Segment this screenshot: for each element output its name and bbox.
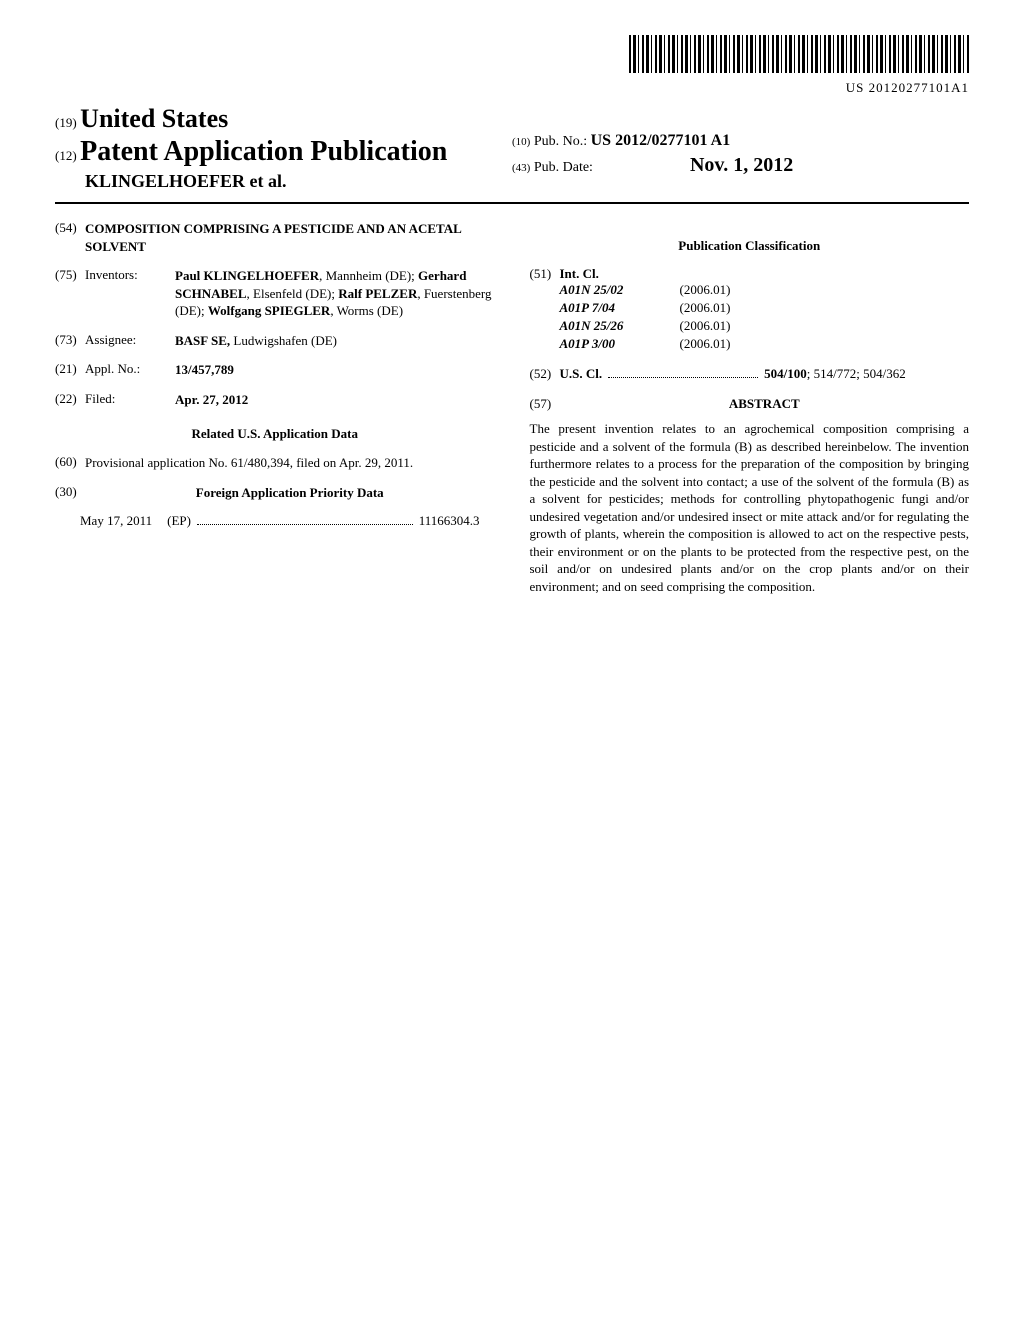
dots-leader xyxy=(608,362,758,378)
us-cl-value: 504/100; 514/772; 504/362 xyxy=(764,366,906,382)
assignee-value: BASF SE, Ludwigshafen (DE) xyxy=(175,332,495,350)
int-cl-header: (51) Int. Cl. xyxy=(530,266,970,282)
country-line: (19) United States xyxy=(55,104,512,134)
int-cl-date: (2006.01) xyxy=(680,300,731,316)
inventors-code: (75) xyxy=(55,267,85,320)
pub-date-line: (43) Pub. Date: Nov. 1, 2012 xyxy=(512,154,969,177)
foreign-title: Foreign Application Priority Data xyxy=(85,484,495,502)
header-right: (10) Pub. No.: US 2012/0277101 A1 (43) P… xyxy=(512,104,969,192)
int-cl-item: A01N 25/26 (2006.01) xyxy=(530,318,970,334)
abstract-title: ABSTRACT xyxy=(560,396,970,412)
title-code: (54) xyxy=(55,220,85,255)
document-header: (19) United States (12) Patent Applicati… xyxy=(55,104,969,192)
filed-code: (22) xyxy=(55,391,85,409)
inventors-value: Paul KLINGELHOEFER, Mannheim (DE); Gerha… xyxy=(175,267,495,320)
barcode-region: US 20120277101A1 xyxy=(55,35,969,96)
int-cl-class: A01P 7/04 xyxy=(560,300,680,316)
barcode-graphic xyxy=(629,35,969,73)
right-column: Publication Classification (51) Int. Cl.… xyxy=(530,220,970,595)
assignee-code: (73) xyxy=(55,332,85,350)
header-left: (19) United States (12) Patent Applicati… xyxy=(55,104,512,192)
int-cl-date: (2006.01) xyxy=(680,318,731,334)
assignee-row: (73) Assignee: BASF SE, Ludwigshafen (DE… xyxy=(55,332,495,350)
abstract-header: (57) ABSTRACT xyxy=(530,396,970,412)
int-cl-date: (2006.01) xyxy=(680,336,731,352)
pub-no-value: US 2012/0277101 A1 xyxy=(591,132,731,149)
invention-title: COMPOSITION COMPRISING A PESTICIDE AND A… xyxy=(85,220,495,255)
dots-leader xyxy=(197,509,413,525)
int-cl-section: (51) Int. Cl. A01N 25/02 (2006.01) A01P … xyxy=(530,266,970,352)
classification-title: Publication Classification xyxy=(530,238,970,254)
int-cl-label: Int. Cl. xyxy=(560,266,599,282)
authors-line: KLINGELHOEFER et al. xyxy=(85,171,512,192)
publication-type-line: (12) Patent Application Publication xyxy=(55,136,512,168)
pub-type-code: (12) xyxy=(55,148,77,163)
publication-type: Patent Application Publication xyxy=(80,136,447,167)
pub-date-code: (43) xyxy=(512,162,530,174)
int-cl-class: A01N 25/26 xyxy=(560,318,680,334)
pub-date-label: Pub. Date: xyxy=(534,160,593,175)
appl-value: 13/457,789 xyxy=(175,361,495,379)
appl-label: Appl. No.: xyxy=(85,361,175,379)
provisional-code: (60) xyxy=(55,454,85,472)
provisional-value: Provisional application No. 61/480,394, … xyxy=(85,454,495,472)
assignee-label: Assignee: xyxy=(85,332,175,350)
foreign-code: (30) xyxy=(55,484,85,502)
left-column: (54) COMPOSITION COMPRISING A PESTICIDE … xyxy=(55,220,495,595)
filed-row: (22) Filed: Apr. 27, 2012 xyxy=(55,391,495,409)
barcode-number: US 20120277101A1 xyxy=(55,80,969,96)
int-cl-class: A01P 3/00 xyxy=(560,336,680,352)
us-cl-row: (52) U.S. Cl. 504/100; 514/772; 504/362 xyxy=(530,366,970,382)
pub-no-label: Pub. No.: xyxy=(534,134,587,149)
filed-label: Filed: xyxy=(85,391,175,409)
pub-no-code: (10) xyxy=(512,136,530,148)
related-data-title: Related U.S. Application Data xyxy=(55,426,495,442)
foreign-date: May 17, 2011 xyxy=(80,513,152,529)
abstract-text: The present invention relates to an agro… xyxy=(530,420,970,595)
us-cl-code: (52) xyxy=(530,366,560,382)
country-name: United States xyxy=(80,104,228,133)
inventors-row: (75) Inventors: Paul KLINGELHOEFER, Mann… xyxy=(55,267,495,320)
int-cl-item: A01N 25/02 (2006.01) xyxy=(530,282,970,298)
abstract-code: (57) xyxy=(530,396,560,412)
body-columns: (54) COMPOSITION COMPRISING A PESTICIDE … xyxy=(55,220,969,595)
inventors-label: Inventors: xyxy=(85,267,175,320)
foreign-country: (EP) xyxy=(167,513,191,529)
int-cl-item: A01P 7/04 (2006.01) xyxy=(530,300,970,316)
doc-code: (19) xyxy=(55,115,77,130)
provisional-row: (60) Provisional application No. 61/480,… xyxy=(55,454,495,472)
pub-date-value: Nov. 1, 2012 xyxy=(690,154,793,176)
foreign-priority-row: (30) Foreign Application Priority Data xyxy=(55,484,495,502)
filed-value: Apr. 27, 2012 xyxy=(175,391,495,409)
int-cl-class: A01N 25/02 xyxy=(560,282,680,298)
title-row: (54) COMPOSITION COMPRISING A PESTICIDE … xyxy=(55,220,495,255)
appl-code: (21) xyxy=(55,361,85,379)
foreign-priority-data: May 17, 2011 (EP) 11166304.3 xyxy=(55,513,495,529)
int-cl-code: (51) xyxy=(530,266,560,282)
pub-no-line: (10) Pub. No.: US 2012/0277101 A1 xyxy=(512,132,969,150)
int-cl-date: (2006.01) xyxy=(680,282,731,298)
int-cl-item: A01P 3/00 (2006.01) xyxy=(530,336,970,352)
appl-no-row: (21) Appl. No.: 13/457,789 xyxy=(55,361,495,379)
foreign-app-number: 11166304.3 xyxy=(419,513,480,529)
header-divider xyxy=(55,202,969,204)
us-cl-label: U.S. Cl. xyxy=(560,366,603,382)
